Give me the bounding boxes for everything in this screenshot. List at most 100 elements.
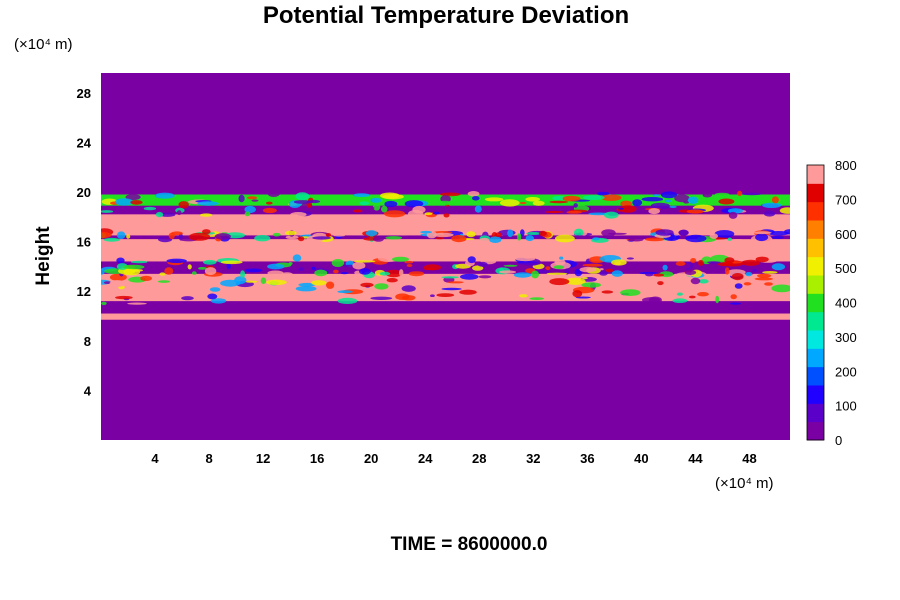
texture-blob xyxy=(745,272,753,277)
texture-blob xyxy=(436,200,453,206)
texture-blob xyxy=(565,277,586,285)
texture-blob xyxy=(308,199,321,204)
x-tick-label: 24 xyxy=(418,451,433,466)
texture-blob xyxy=(619,205,637,213)
texture-blob xyxy=(678,229,689,236)
texture-blob xyxy=(290,212,307,217)
texture-blob xyxy=(395,293,410,301)
texture-blob xyxy=(333,234,346,237)
texture-blob xyxy=(202,229,211,235)
texture-blob xyxy=(755,233,769,242)
texture-blob xyxy=(103,281,112,284)
texture-blob xyxy=(697,292,709,297)
texture-blob xyxy=(546,272,568,275)
texture-blob xyxy=(326,281,335,289)
y-tick-label: 8 xyxy=(84,334,91,349)
texture-blob xyxy=(762,202,782,208)
texture-blob xyxy=(479,237,489,242)
texture-blob xyxy=(244,268,263,273)
colorbar-segment xyxy=(807,201,824,221)
texture-blob xyxy=(676,292,684,296)
texture-blob xyxy=(645,273,654,277)
texture-blob xyxy=(582,277,588,280)
texture-blob xyxy=(385,269,403,278)
texture-blob xyxy=(460,273,479,280)
texture-blob xyxy=(714,192,730,197)
x-tick-label: 32 xyxy=(526,451,540,466)
texture-blob xyxy=(685,234,707,243)
x-tick-label: 12 xyxy=(256,451,270,466)
texture-blob xyxy=(408,230,414,234)
texture-blob xyxy=(755,256,769,263)
texture-blob xyxy=(526,232,542,235)
texture-blob xyxy=(404,260,414,264)
texture-blob xyxy=(710,254,730,263)
texture-blob xyxy=(607,232,627,235)
texture-blob xyxy=(771,236,784,239)
texture-blob xyxy=(709,233,718,239)
texture-blob xyxy=(295,286,317,292)
texture-blob xyxy=(210,298,227,304)
texture-blob xyxy=(771,263,786,271)
texture-blob xyxy=(734,283,743,289)
colorbar-segment xyxy=(807,183,824,203)
texture-blob xyxy=(596,191,610,196)
texture-blob xyxy=(420,230,433,234)
y-tick-label: 16 xyxy=(77,235,91,250)
texture-blob xyxy=(474,205,482,213)
texture-blob xyxy=(484,197,504,202)
texture-blob xyxy=(618,207,624,210)
y-tick-label: 20 xyxy=(77,185,91,200)
texture-blob xyxy=(159,272,166,276)
texture-blob xyxy=(532,200,545,206)
texture-blob xyxy=(478,275,492,279)
texture-blob xyxy=(520,229,525,237)
texture-blob xyxy=(581,282,601,288)
texture-blob xyxy=(359,201,370,206)
texture-blob xyxy=(592,237,600,241)
texture-blob xyxy=(168,232,175,239)
texture-blob xyxy=(373,236,384,242)
y-tick-label: 24 xyxy=(77,135,92,150)
texture-blob xyxy=(675,261,686,266)
texture-blob xyxy=(166,258,187,263)
texture-blob xyxy=(272,232,281,237)
texture-blob xyxy=(657,281,664,286)
colorbar-segment xyxy=(807,330,824,349)
texture-blob xyxy=(386,278,398,283)
texture-blob xyxy=(127,302,147,305)
texture-blob xyxy=(741,192,762,196)
texture-blob xyxy=(489,236,502,243)
texture-blob xyxy=(293,200,312,204)
texture-blob xyxy=(525,235,534,242)
texture-blob xyxy=(687,196,699,204)
texture-blob xyxy=(764,282,773,286)
x-tick-label: 20 xyxy=(364,451,378,466)
texture-blob xyxy=(727,237,732,241)
texture-blob xyxy=(295,192,310,201)
texture-blob xyxy=(571,235,585,238)
texture-blob xyxy=(114,198,134,206)
texture-blob xyxy=(266,276,278,281)
x-tick-label: 44 xyxy=(688,451,703,466)
texture-blob xyxy=(340,272,349,275)
texture-blob xyxy=(655,229,674,236)
texture-blob xyxy=(214,233,231,240)
colorbar-segment xyxy=(807,385,824,404)
texture-blob xyxy=(155,211,164,218)
texture-blob xyxy=(436,293,455,297)
colorbar-segment xyxy=(807,165,824,184)
texture-blob xyxy=(771,196,779,204)
chart-title: Potential Temperature Deviation xyxy=(263,2,629,29)
texture-blob xyxy=(555,234,575,243)
texture-blob xyxy=(588,212,609,216)
texture-blob xyxy=(559,256,564,260)
texture-blob xyxy=(641,197,664,202)
texture-blob xyxy=(245,280,258,283)
texture-blob xyxy=(690,277,701,285)
texture-blob xyxy=(312,236,331,240)
texture-blob xyxy=(123,264,145,270)
texture-blob xyxy=(254,235,271,242)
colorbar-segment xyxy=(807,348,824,368)
